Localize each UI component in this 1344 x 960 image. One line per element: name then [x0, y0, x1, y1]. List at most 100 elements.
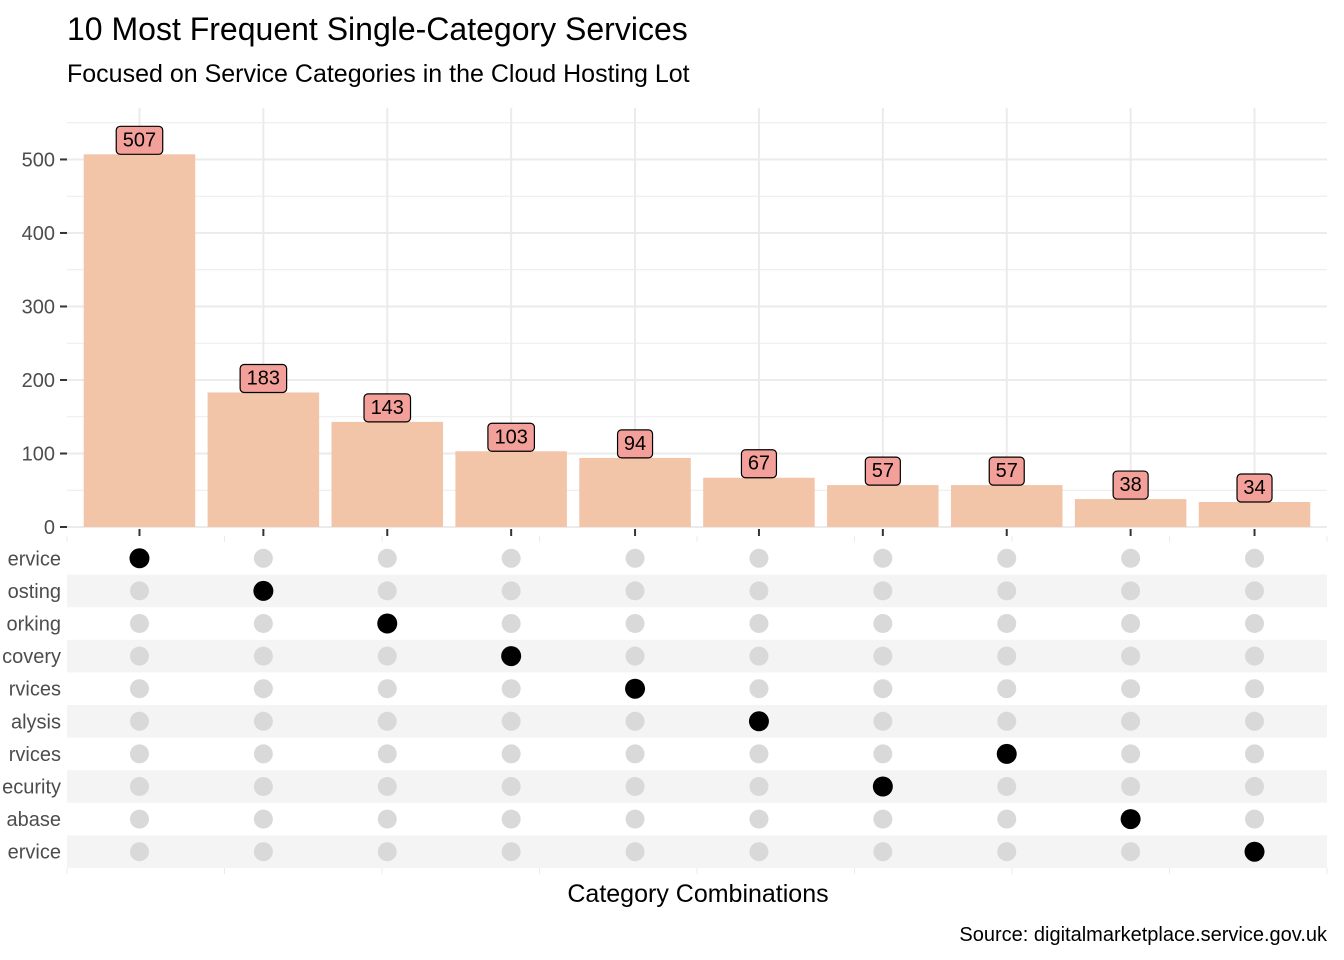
matrix-dot-active — [996, 743, 1017, 764]
matrix-stripes — [67, 574, 1327, 868]
bar — [207, 392, 320, 527]
matrix-stripe — [67, 639, 1327, 673]
matrix-dot-inactive — [1245, 581, 1265, 601]
bar — [1074, 499, 1187, 527]
matrix-dot-inactive — [501, 744, 521, 764]
matrix-dot-inactive — [377, 646, 397, 666]
matrix-dot-inactive — [129, 842, 149, 862]
matrix-dot-inactive — [749, 777, 769, 796]
bar-label-box — [616, 429, 654, 459]
matrix-dot-inactive — [377, 548, 397, 568]
matrix-dot-active — [625, 678, 646, 699]
matrix-dot-inactive — [873, 744, 893, 764]
chart-title: 10 Most Frequent Single-Category Service… — [67, 11, 688, 47]
matrix-dot-inactive — [129, 679, 149, 699]
bar-value-label: 183 — [247, 367, 280, 389]
matrix-dot-inactive — [997, 809, 1017, 829]
bar — [579, 457, 691, 527]
matrix-dot-inactive — [253, 711, 273, 731]
y-tick-label: 300 — [22, 296, 55, 318]
matrix-row-label: orking — [7, 614, 61, 636]
matrix-row-label: ervice — [8, 842, 61, 864]
matrix-dot-inactive — [129, 744, 149, 764]
matrix-dot-inactive — [1121, 679, 1141, 699]
matrix-row-labels: ervice osting orking covery rvices alysis rvic… — [2, 548, 61, 863]
y-tick-label: 500 — [22, 149, 55, 171]
bar — [455, 451, 567, 527]
matrix-dot-inactive — [1245, 777, 1265, 796]
matrix-dot-inactive — [377, 711, 397, 731]
matrix-dot-inactive — [1121, 711, 1141, 731]
matrix-dot-inactive — [625, 614, 645, 633]
matrix-dot-inactive — [377, 777, 397, 796]
bar-label-box — [864, 456, 901, 486]
matrix-dot-inactive — [997, 614, 1017, 633]
matrix-dot-inactive — [253, 614, 273, 633]
bar-value-label: 38 — [1120, 474, 1142, 496]
matrix-dot-inactive — [1245, 679, 1265, 699]
matrix-dot-inactive — [997, 842, 1017, 862]
matrix-dot-inactive — [873, 842, 893, 862]
matrix-dot-inactive — [501, 809, 521, 829]
matrix-dot-inactive — [625, 646, 645, 666]
matrix-dot-inactive — [749, 646, 769, 666]
matrix-stripe — [67, 835, 1327, 868]
matrix-dot-inactive — [129, 711, 149, 731]
bar-value-label: 57 — [872, 460, 894, 482]
matrix-dot-inactive — [501, 548, 521, 568]
matrix-dot-inactive — [1245, 809, 1265, 829]
matrix-dot-inactive — [749, 581, 769, 601]
matrix-dot-inactive — [625, 548, 645, 568]
matrix-dot-inactive — [253, 744, 273, 764]
bar-value-label: 103 — [494, 426, 527, 448]
matrix-dot-inactive — [749, 809, 769, 829]
matrix-dot-inactive — [501, 581, 521, 601]
bars — [83, 154, 1311, 527]
bar — [331, 421, 444, 527]
matrix-dot-inactive — [377, 744, 397, 764]
matrix-dot-inactive — [1121, 646, 1141, 666]
matrix-dot-inactive — [1121, 614, 1141, 633]
matrix-dot-active — [1120, 809, 1141, 830]
matrix-dot-active — [253, 580, 274, 601]
matrix-dot-inactive — [625, 711, 645, 731]
bar-value-label: 143 — [371, 397, 404, 419]
matrix-dot-inactive — [377, 842, 397, 862]
matrix-row-label: alysis — [11, 711, 61, 733]
matrix-dot-inactive — [873, 679, 893, 699]
bar-label-box — [988, 456, 1025, 486]
chart-caption: Source: digitalmarketplace.service.gov.u… — [959, 924, 1328, 946]
matrix-dot-inactive — [997, 548, 1017, 568]
matrix-stripe — [67, 770, 1327, 803]
matrix-dot-inactive — [1121, 777, 1141, 796]
bar — [1198, 502, 1311, 527]
x-ticks — [138, 529, 1256, 536]
matrix-dot-inactive — [1245, 711, 1265, 731]
matrix-dot-inactive — [129, 614, 149, 633]
matrix-dot-inactive — [1245, 614, 1265, 633]
matrix-dot-inactive — [749, 614, 769, 633]
matrix-row-label: rvices — [9, 679, 61, 701]
matrix-dot-inactive — [749, 548, 769, 568]
matrix-dot-inactive — [873, 548, 893, 568]
matrix-dot-inactive — [501, 679, 521, 699]
matrix-dot-inactive — [253, 679, 273, 699]
matrix-dot-inactive — [377, 581, 397, 601]
y-tick-label: 100 — [22, 443, 55, 465]
y-axis: 0 100 200 300 400 500 — [22, 149, 67, 539]
matrix-row-label: abase — [7, 809, 62, 831]
matrix-dot-inactive — [625, 777, 645, 796]
matrix-dot-inactive — [625, 581, 645, 601]
matrix-dot-inactive — [749, 744, 769, 764]
bar-value-label: 67 — [748, 453, 770, 475]
matrix-dot-inactive — [129, 646, 149, 666]
bar-label-box — [115, 125, 164, 155]
matrix-dot-active — [872, 776, 893, 797]
matrix-dot-inactive — [873, 646, 893, 666]
bar-label-box — [363, 393, 412, 423]
matrix-dot-inactive — [129, 809, 149, 829]
matrix-dot-inactive — [873, 711, 893, 731]
matrix-dot-inactive — [1121, 744, 1141, 764]
matrix-dot-inactive — [1245, 744, 1265, 764]
